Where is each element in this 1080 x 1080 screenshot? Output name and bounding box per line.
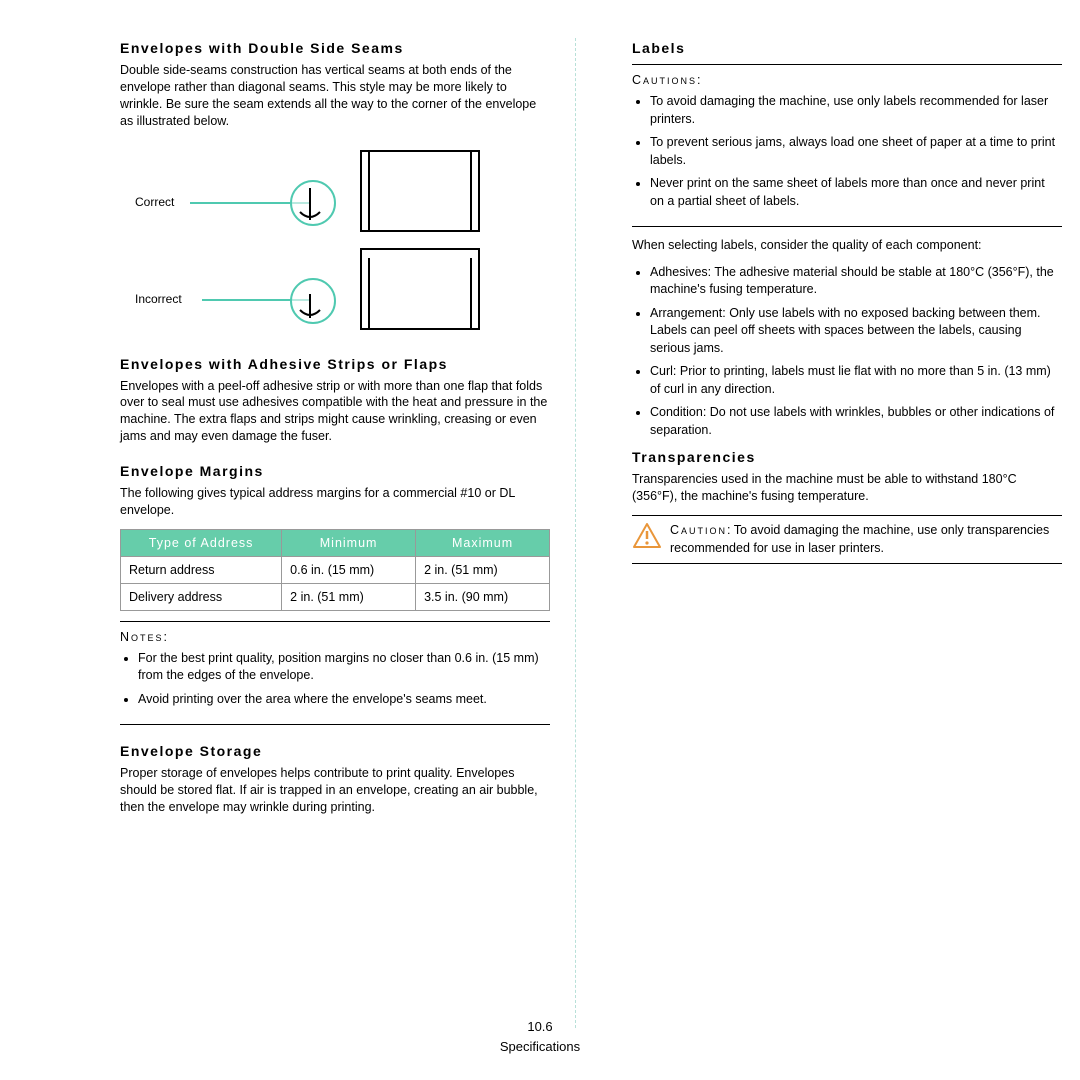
th-0: Type of Address [121,529,282,556]
heading-labels: Labels [632,40,1062,56]
warning-icon [632,522,662,555]
label-incorrect: Incorrect [135,292,182,306]
heading-adhesive: Envelopes with Adhesive Strips or Flaps [120,356,550,372]
caution-item: To prevent serious jams, always load one… [650,134,1062,169]
td: 2 in. (51 mm) [416,556,550,583]
th-2: Maximum [416,529,550,556]
labels-item: Adhesives: The adhesive material should … [650,264,1062,299]
labels-item: Condition: Do not use labels with wrinkl… [650,404,1062,439]
para-storage: Proper storage of envelopes helps contri… [120,765,550,816]
lens-incorrect [290,278,336,324]
para-margins: The following gives typical address marg… [120,485,550,519]
transparencies-caution-text: Caution: To avoid damaging the machine, … [670,522,1062,557]
cautions-label: Cautions: [632,73,703,87]
column-divider [575,38,576,1028]
envelope-correct [360,150,480,232]
labels-item: Arrangement: Only use labels with no exp… [650,305,1062,358]
note-item: Avoid printing over the area where the e… [138,691,550,709]
heading-double-seams: Envelopes with Double Side Seams [120,40,550,56]
envelope-diagram: Correct Incorrect [120,140,550,340]
label-correct: Correct [135,195,174,209]
heading-transparencies: Transparencies [632,449,1062,465]
right-column: Labels Cautions: To avoid damaging the m… [632,40,1062,572]
page-footer: 10.6 Specifications [0,1017,1080,1056]
para-double-seams: Double side-seams construction has verti… [120,62,550,130]
caution-item: To avoid damaging the machine, use only … [650,93,1062,128]
margins-table: Type of Address Minimum Maximum Return a… [120,529,550,611]
labels-list: Adhesives: The adhesive material should … [632,264,1062,440]
td: Delivery address [121,583,282,610]
labels-cautions-block: Cautions: To avoid damaging the machine,… [632,64,1062,227]
heading-margins: Envelope Margins [120,463,550,479]
para-adhesive: Envelopes with a peel-off adhesive strip… [120,378,550,446]
th-1: Minimum [282,529,416,556]
td: 0.6 in. (15 mm) [282,556,416,583]
labels-item: Curl: Prior to printing, labels must lie… [650,363,1062,398]
para-transparencies: Transparencies used in the machine must … [632,471,1062,505]
heading-storage: Envelope Storage [120,743,550,759]
notes-block: Notes: For the best print quality, posit… [120,621,550,726]
td: Return address [121,556,282,583]
notes-label: Notes: [120,630,169,644]
td: 2 in. (51 mm) [282,583,416,610]
td: 3.5 in. (90 mm) [416,583,550,610]
lens-correct [290,180,336,226]
labels-intro: When selecting labels, consider the qual… [632,237,1062,254]
page-number: 10.6 [0,1017,1080,1037]
note-item: For the best print quality, position mar… [138,650,550,685]
footer-label: Specifications [0,1037,1080,1057]
envelope-incorrect [360,248,480,330]
caution-item: Never print on the same sheet of labels … [650,175,1062,210]
transparencies-caution: Caution: To avoid damaging the machine, … [632,515,1062,564]
left-column: Envelopes with Double Side Seams Double … [120,40,550,826]
